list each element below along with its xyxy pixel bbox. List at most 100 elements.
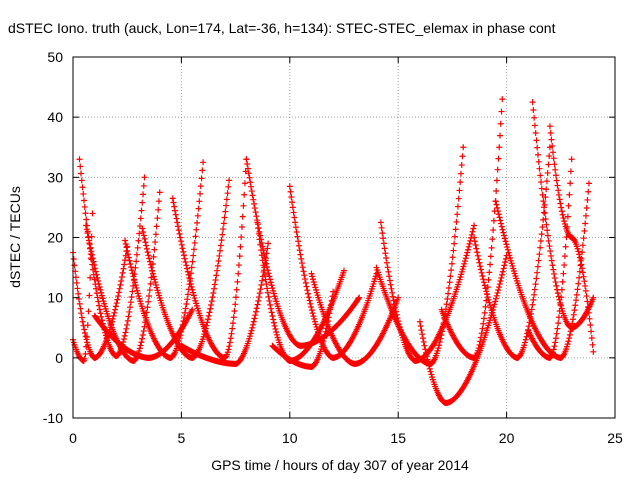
data-point [585,180,592,187]
data-point [533,275,540,282]
data-point [140,191,147,198]
data-point [93,271,100,278]
data-point [144,304,151,311]
data-point [552,335,559,342]
data-point [77,163,84,170]
data-point [459,266,466,273]
data-point [93,285,100,292]
data-point [497,120,504,127]
data-point [140,182,147,189]
data-point [308,270,315,277]
data-point [543,221,550,228]
data-point [81,203,88,210]
data-point [563,343,570,350]
data-point [508,260,515,267]
data-point [253,305,260,312]
data-point [180,248,187,255]
data-point [123,325,130,332]
data-point [391,301,398,308]
data-point [426,365,433,372]
data-point [250,196,257,203]
data-point [494,289,501,296]
data-point [226,339,233,346]
data-point [146,287,153,294]
data-point [249,321,256,328]
data-point [235,262,242,269]
data-point [309,273,316,280]
data-point [548,136,555,143]
data-point [294,233,301,240]
data-point [207,305,214,312]
data-point [567,168,574,175]
data-point [267,301,274,308]
data-point [243,156,250,163]
data-point [198,175,205,182]
data-point [231,307,238,314]
x-tick-label: 0 [69,430,77,446]
data-point [504,244,511,251]
data-point [97,286,104,293]
data-point [501,262,508,269]
data-point [82,210,89,217]
data-point [178,238,185,245]
data-point [483,288,490,295]
data-point [141,235,148,242]
data-point [486,299,493,306]
data-point [487,253,494,260]
data-point [94,274,101,281]
pass-series [377,219,478,364]
data-point [245,170,252,177]
data-point [305,290,312,297]
data-point [536,251,543,258]
data-point [421,342,428,349]
data-point [585,304,592,311]
data-point [545,161,552,168]
data-point [552,279,559,286]
data-point [86,241,93,248]
data-point [264,267,271,274]
data-point [153,284,160,291]
data-point [256,290,263,297]
data-point [551,161,558,168]
data-point [134,290,141,297]
data-point [356,294,363,301]
data-point [558,204,565,211]
data-point [321,331,328,338]
data-point [154,287,161,294]
data-point [208,298,215,305]
data-point [418,327,425,334]
data-point [461,260,468,267]
data-point [131,279,138,286]
data-point [79,184,86,191]
data-point [377,219,384,226]
data-point [220,220,227,227]
data-point [493,187,500,194]
data-point [571,307,578,314]
data-point [434,347,441,354]
data-point [545,237,552,244]
data-point [118,277,125,284]
data-point [267,279,274,286]
data-point [248,188,255,195]
data-point [254,217,261,224]
data-point [462,255,469,262]
data-point [580,235,587,242]
data-point [330,288,337,295]
data-point [531,114,538,121]
data-point [475,345,482,352]
data-point [266,273,273,280]
data-point [306,297,313,304]
data-point [582,212,589,219]
data-point [456,187,463,194]
data-point [459,153,466,160]
data-point [521,342,528,349]
data-point [395,294,402,301]
data-point [547,248,554,255]
data-point [486,269,493,276]
data-point [534,144,541,151]
data-point [588,335,595,342]
pass-series [546,123,597,355]
data-point [566,191,573,198]
data-point [581,227,588,234]
data-point [197,183,204,190]
